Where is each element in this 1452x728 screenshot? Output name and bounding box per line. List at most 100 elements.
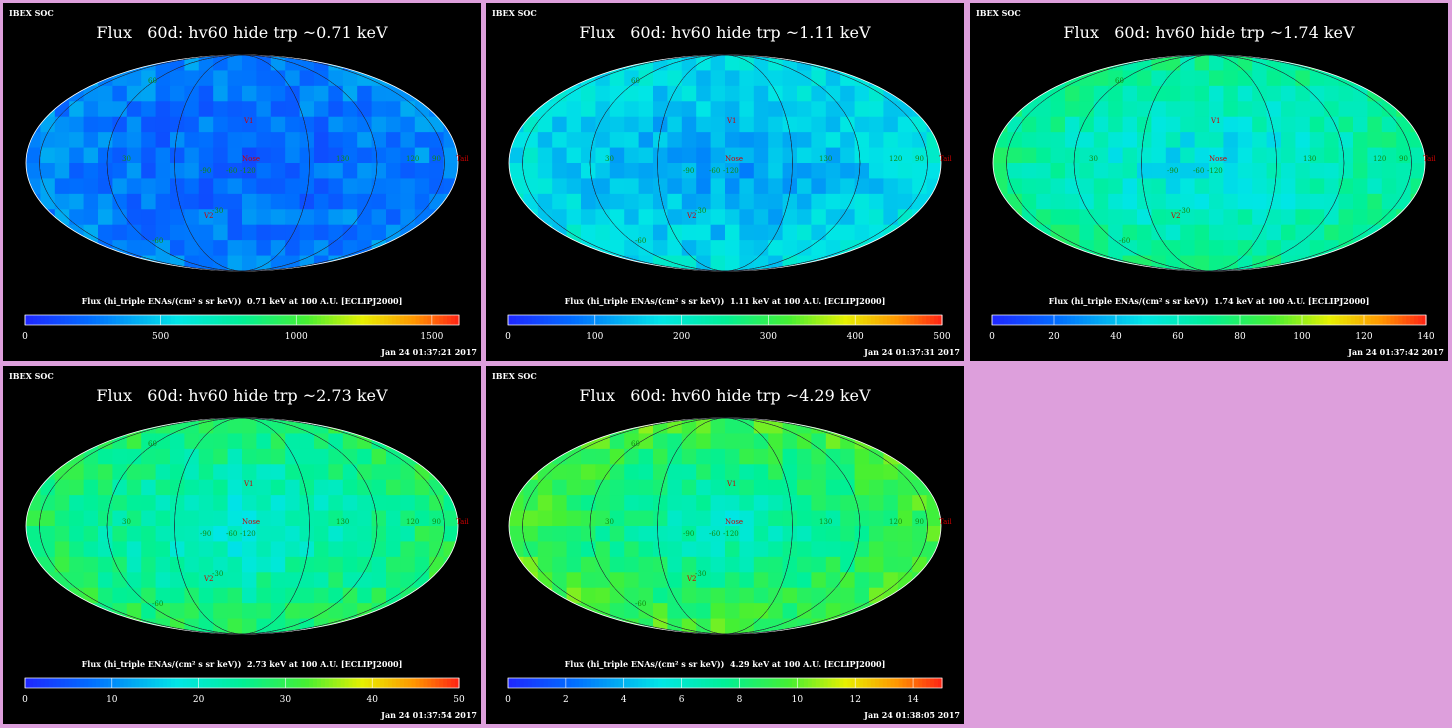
- flux-pixel: [328, 132, 344, 149]
- flux-pixel: [1367, 240, 1383, 257]
- flux-pixel: [1410, 55, 1425, 71]
- colorbar-segment: [1145, 315, 1151, 325]
- colorbar-segment: [788, 315, 793, 325]
- flux-pixel: [170, 147, 185, 164]
- flux-pixel: [342, 448, 358, 465]
- flux-pixel: [782, 147, 798, 164]
- colorbar-segment: [1386, 315, 1392, 325]
- flux-pixel: [40, 479, 56, 496]
- flux-pixel: [357, 541, 373, 558]
- flux-pixel: [912, 255, 928, 271]
- flux-pixel: [443, 464, 458, 481]
- flux-pixel: [696, 101, 712, 118]
- flux-pixel: [854, 510, 870, 527]
- flux-pixel: [595, 255, 611, 271]
- flux-pixel: [1252, 255, 1268, 271]
- flux-pixel: [285, 587, 301, 604]
- map-label: Nose: [1209, 155, 1227, 163]
- flux-pixel: [523, 464, 539, 481]
- flux-pixel: [299, 116, 315, 133]
- flux-pixel: [768, 163, 784, 179]
- flux-pixel: [270, 101, 286, 118]
- flux-pixel: [883, 572, 899, 589]
- colorbar-segment: [407, 678, 413, 688]
- flux-pixel: [270, 433, 286, 450]
- flux-pixel: [537, 433, 553, 450]
- grid-label: -60: [709, 167, 720, 175]
- flux-pixel: [314, 224, 329, 241]
- colorbar-segment: [435, 678, 440, 688]
- flux-pixel: [840, 618, 856, 634]
- flux-pixel: [638, 479, 654, 496]
- panel-title: Flux 60d: hv60 hide trp ~4.29 keV: [579, 386, 871, 405]
- flux-pixel: [1266, 255, 1282, 271]
- flux-pixel: [1324, 178, 1340, 195]
- flux-pixel: [414, 116, 430, 133]
- flux-pixel: [314, 510, 329, 527]
- flux-pixel: [342, 418, 358, 434]
- flux-pixel: [1165, 116, 1181, 133]
- flux-pixel: [725, 418, 740, 434]
- colorbar-segment: [847, 678, 852, 688]
- flux-pixel: [696, 178, 712, 195]
- colorbar-segment: [399, 678, 405, 688]
- flux-pixel: [912, 464, 928, 481]
- flux-pixel: [653, 85, 668, 102]
- flux-pixel: [314, 541, 329, 558]
- flux-pixel: [1180, 147, 1196, 164]
- flux-pixel: [624, 193, 640, 210]
- flux-pixel: [552, 147, 568, 164]
- flux-pixel: [112, 224, 128, 241]
- flux-pixel: [710, 556, 726, 573]
- flux-pixel: [581, 209, 596, 226]
- flux-pixel: [912, 209, 928, 226]
- flux-pixel: [854, 85, 870, 102]
- flux-pixel: [40, 587, 56, 604]
- colorbar-segment: [242, 315, 247, 325]
- flux-pixel: [566, 418, 582, 434]
- flux-pixel: [1338, 70, 1354, 87]
- flux-pixel: [509, 556, 524, 573]
- colorbar-segment: [32, 315, 38, 325]
- flux-pixel: [1410, 116, 1425, 133]
- flux-pixel: [1079, 116, 1095, 133]
- flux-pixel: [69, 147, 85, 164]
- flux-pixel: [112, 526, 128, 542]
- flux-pixel: [993, 55, 1008, 71]
- flux-pixel: [26, 240, 41, 257]
- colorbar-segment: [531, 315, 537, 325]
- flux-pixel: [1223, 163, 1239, 179]
- flux-pixel: [213, 147, 229, 164]
- flux-pixel: [739, 224, 755, 241]
- colorbar-segment: [32, 678, 38, 688]
- flux-pixel: [681, 587, 697, 604]
- flux-pixel: [1237, 209, 1253, 226]
- flux-pixel: [227, 556, 243, 573]
- flux-pixel: [314, 603, 329, 620]
- colorbar-segment: [1252, 315, 1257, 325]
- flux-pixel: [811, 224, 827, 241]
- flux-pixel: [198, 572, 214, 589]
- flux-pixel: [1050, 85, 1066, 102]
- flux-pixel: [811, 147, 827, 164]
- flux-pixel: [1122, 240, 1138, 257]
- flux-pixel: [400, 572, 416, 589]
- colorbar-segment: [384, 315, 389, 325]
- flux-pixel: [1309, 178, 1325, 195]
- flux-pixel: [184, 464, 200, 481]
- colorbar-segment: [586, 315, 592, 325]
- flux-pixel: [768, 70, 784, 87]
- flux-pixel: [782, 209, 798, 226]
- flux-pixel: [26, 572, 41, 589]
- flux-pixel: [926, 541, 941, 558]
- flux-pixel: [667, 70, 683, 87]
- colorbar-segment: [411, 678, 417, 688]
- flux-pixel: [126, 240, 142, 257]
- colorbar-segment: [253, 678, 259, 688]
- flux-pixel: [386, 147, 401, 164]
- colorbar-segment: [934, 315, 939, 325]
- flux-pixel: [285, 70, 301, 87]
- flux-pixel: [797, 603, 812, 620]
- flux-pixel: [854, 618, 870, 634]
